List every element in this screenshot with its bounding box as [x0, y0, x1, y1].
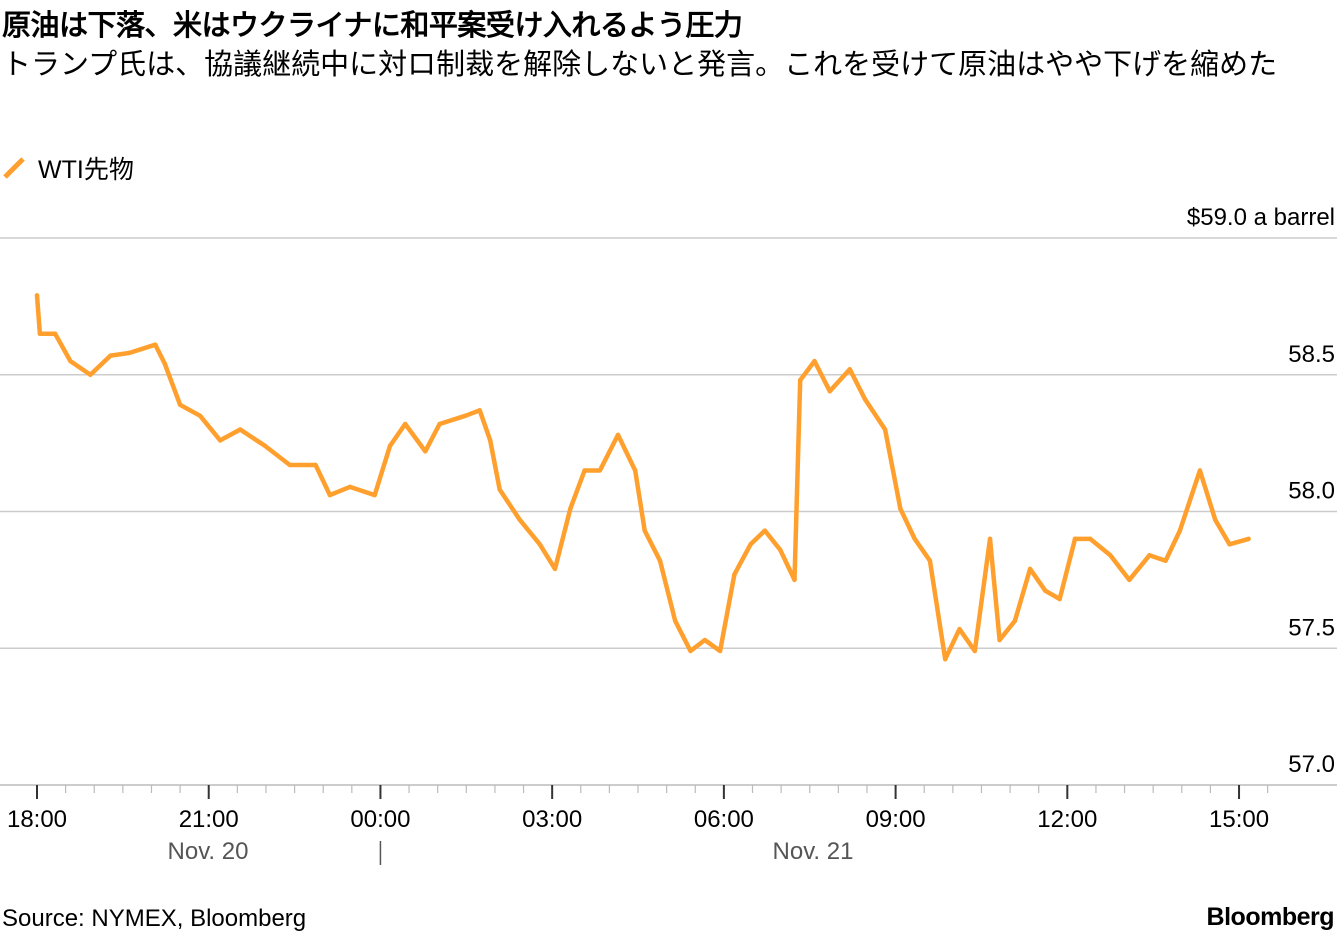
- data-point: [615, 432, 621, 438]
- chart-subtitle: トランプ氏は、協議継続中に対ロ制裁を解除しないと発言。これを受けて原油はやや下げ…: [2, 49, 1278, 81]
- data-point: [108, 353, 113, 358]
- data-point: [177, 402, 183, 408]
- data-point: [127, 350, 132, 356]
- data-point: [1163, 558, 1168, 563]
- data-point: [827, 388, 832, 394]
- data-point: [997, 637, 1002, 643]
- data-point: [1108, 553, 1113, 558]
- bloomberg-logo: Bloomberg: [1206, 903, 1335, 931]
- data-point: [943, 656, 948, 662]
- data-point: [1127, 577, 1132, 583]
- x-tick-label: 00:00: [350, 806, 410, 833]
- data-point: [957, 626, 962, 632]
- data-point: [1177, 528, 1183, 533]
- data-point: [327, 492, 333, 498]
- data-point: [423, 449, 428, 454]
- data-point: [1227, 542, 1232, 547]
- data-point: [37, 331, 43, 336]
- legend-label: WTI先物: [38, 156, 134, 184]
- data-point: [197, 413, 203, 418]
- date-label: Nov. 21: [773, 838, 854, 865]
- data-point: [673, 618, 678, 624]
- data-point: [847, 367, 853, 372]
- x-tick-label: 09:00: [866, 806, 926, 833]
- data-point: [748, 542, 753, 547]
- data-point: [898, 506, 903, 511]
- data-point: [477, 408, 482, 413]
- data-point: [732, 572, 737, 577]
- data-point: [34, 293, 40, 298]
- data-point: [287, 462, 293, 468]
- data-point: [812, 358, 817, 364]
- legend: WTI先物: [2, 150, 134, 186]
- data-point: [153, 342, 158, 347]
- data-point: [217, 438, 223, 443]
- data-point: [68, 358, 73, 364]
- data-point: [537, 542, 542, 547]
- data-point: [403, 421, 408, 427]
- data-point: [463, 413, 468, 418]
- data-point: [798, 378, 803, 383]
- data-point: [927, 558, 933, 563]
- wti-futures-line: [34, 293, 1251, 662]
- data-point: [313, 462, 318, 468]
- data-point: [552, 566, 558, 572]
- data-point: [238, 427, 243, 432]
- y-tick-label: 58.0: [1288, 478, 1335, 505]
- x-tick-label: 18:00: [7, 806, 67, 833]
- data-point: [517, 517, 522, 522]
- data-point: [1212, 517, 1218, 522]
- data-point: [88, 372, 93, 377]
- data-point: [372, 492, 377, 498]
- data-point: [1027, 566, 1033, 572]
- data-point: [568, 506, 573, 511]
- data-point: [1088, 536, 1093, 542]
- data-point: [1072, 536, 1078, 542]
- chart-title: 原油は下落、米はウクライナに和平案受け入れるよう圧力: [2, 10, 743, 42]
- data-point: [762, 528, 768, 533]
- data-point: [862, 397, 868, 402]
- data-point: [387, 443, 393, 449]
- data-point: [1057, 596, 1062, 602]
- data-point: [487, 438, 493, 443]
- data-point: [657, 558, 663, 563]
- x-tick-label: 21:00: [179, 806, 239, 833]
- data-point: [597, 468, 603, 473]
- date-label: Nov. 20: [168, 838, 249, 865]
- data-point: [582, 468, 587, 473]
- data-point: [777, 547, 783, 552]
- data-point: [1043, 588, 1048, 594]
- x-tick-label: 06:00: [694, 806, 754, 833]
- y-tick-label: 58.5: [1288, 341, 1335, 368]
- data-point: [497, 487, 502, 492]
- data-point: [642, 528, 647, 533]
- data-point: [52, 331, 58, 336]
- data-point: [437, 421, 442, 427]
- data-point: [1197, 468, 1203, 473]
- data-point: [987, 536, 993, 542]
- x-tick-label: 15:00: [1209, 806, 1269, 833]
- data-point: [1012, 618, 1018, 624]
- data-point: [262, 443, 268, 449]
- data-point: [972, 648, 977, 654]
- data-point: [347, 484, 353, 490]
- data-point: [1246, 536, 1251, 542]
- data-point: [632, 468, 638, 473]
- data-point: [688, 648, 693, 654]
- source-note: Source: NYMEX, Bloomberg: [2, 905, 307, 932]
- data-point: [702, 637, 707, 643]
- y-tick-label: 57.5: [1288, 614, 1335, 641]
- legend-line-icon: [3, 157, 25, 179]
- y-tick-label: 57.0: [1288, 751, 1335, 778]
- data-point: [912, 536, 917, 542]
- data-point: [1147, 553, 1152, 558]
- data-point: [792, 577, 797, 583]
- data-point: [162, 361, 168, 367]
- y-tick-label: $59.0 a barrel: [1187, 204, 1335, 231]
- x-tick-label: 03:00: [522, 806, 582, 833]
- data-point: [882, 427, 888, 432]
- x-tick-label: 12:00: [1037, 806, 1097, 833]
- data-point: [717, 648, 723, 654]
